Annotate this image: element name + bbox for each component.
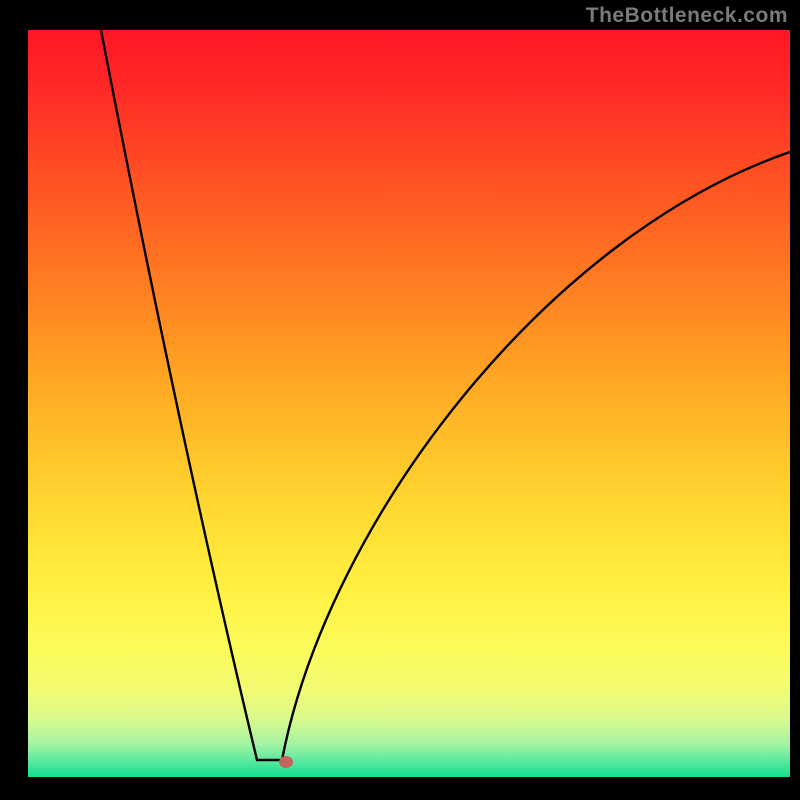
minimum-marker (279, 756, 293, 768)
bottleneck-curve (101, 30, 790, 760)
watermark-text: TheBottleneck.com (586, 4, 788, 28)
